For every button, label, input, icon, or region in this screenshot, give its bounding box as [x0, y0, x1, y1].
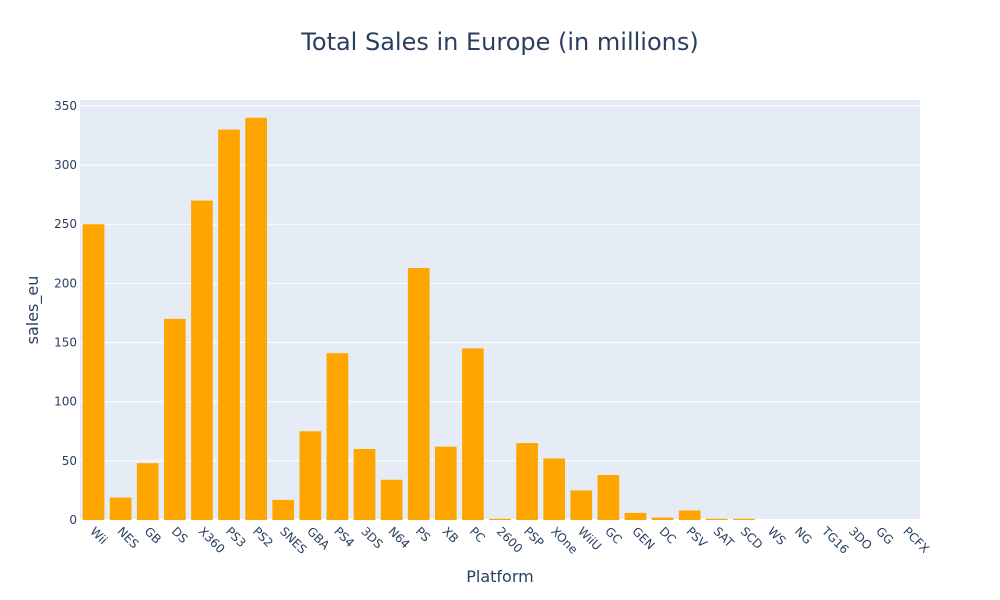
x-tick-label: TG16 — [818, 524, 851, 557]
x-tick-label: 2600 — [494, 524, 525, 555]
x-tick-label: NG — [792, 524, 815, 547]
x-tick-label: PC — [467, 524, 488, 545]
x-tick-label: N64 — [385, 524, 412, 551]
bar-ps4[interactable] — [326, 353, 349, 520]
bar-sat[interactable] — [705, 518, 728, 520]
bar-gc[interactable] — [597, 475, 620, 520]
x-tick-label: XOne — [548, 524, 580, 556]
y-tick-label: 250 — [54, 217, 77, 231]
bar-x360[interactable] — [191, 200, 213, 520]
y-tick-label: 200 — [54, 276, 77, 290]
x-tick-label: XB — [440, 524, 462, 546]
y-tick-label: 50 — [62, 454, 77, 468]
x-tick-label: SAT — [711, 524, 737, 550]
x-tick-label: PS2 — [250, 524, 276, 550]
x-tick-label: WS — [765, 524, 789, 548]
bar-snes[interactable] — [272, 499, 295, 520]
bar-psv[interactable] — [678, 510, 701, 520]
x-tick-label: GEN — [629, 524, 657, 552]
x-tick-label: PCFX — [900, 524, 932, 556]
bar-gen[interactable] — [624, 512, 647, 520]
x-tick-label: SCD — [738, 524, 766, 552]
y-tick-label: 0 — [69, 513, 77, 527]
bar-wii[interactable] — [82, 224, 105, 521]
x-tick-label: NES — [115, 524, 142, 551]
bar-wiiu[interactable] — [570, 490, 593, 520]
x-tick-label: PS4 — [331, 524, 357, 550]
x-tick-label: Wii — [87, 524, 110, 547]
chart-title: Total Sales in Europe (in millions) — [300, 28, 698, 56]
y-axis-title: sales_eu — [23, 276, 43, 345]
bars — [82, 117, 755, 521]
bar-psp[interactable] — [516, 443, 538, 520]
x-tick-label: 3DS — [358, 524, 385, 551]
y-tick-label: 150 — [54, 336, 77, 350]
bar-ps2[interactable] — [245, 117, 267, 521]
x-tick-label: PSV — [684, 524, 711, 551]
y-axis-ticks: 0 50 100 150 200 250 300 350 — [54, 99, 77, 527]
x-tick-label: 3DO — [846, 524, 875, 553]
bar-scd[interactable] — [733, 518, 755, 520]
bar-pc[interactable] — [462, 348, 484, 520]
bar-ps3[interactable] — [218, 129, 240, 521]
bar-xone[interactable] — [543, 458, 566, 520]
x-tick-label: X360 — [196, 524, 228, 556]
x-tick-label: GB — [142, 524, 164, 546]
x-tick-label: DC — [656, 524, 678, 546]
bar-ds[interactable] — [164, 318, 186, 520]
y-tick-label: 350 — [54, 99, 77, 113]
y-tick-label: 100 — [54, 395, 77, 409]
x-tick-label: GBA — [304, 524, 333, 553]
x-tick-label: WiiU — [575, 524, 604, 553]
bar-gb[interactable] — [136, 463, 159, 520]
x-tick-label: GG — [873, 524, 896, 547]
x-tick-label: PS — [413, 524, 433, 544]
x-tick-label: DS — [169, 524, 191, 546]
x-tick-label: SNES — [277, 524, 309, 556]
bar-dc[interactable] — [651, 517, 674, 520]
bar-gba[interactable] — [299, 431, 322, 520]
x-tick-label: GC — [602, 524, 624, 546]
bar-3ds[interactable] — [353, 449, 376, 520]
y-tick-label: 300 — [54, 158, 77, 172]
bar-xb[interactable] — [434, 446, 457, 520]
bar-ps[interactable] — [407, 268, 430, 520]
x-axis-title: Platform — [466, 567, 533, 586]
bar-nes[interactable] — [109, 497, 132, 520]
bar-n64[interactable] — [380, 479, 403, 520]
bar-2600[interactable] — [489, 518, 511, 520]
